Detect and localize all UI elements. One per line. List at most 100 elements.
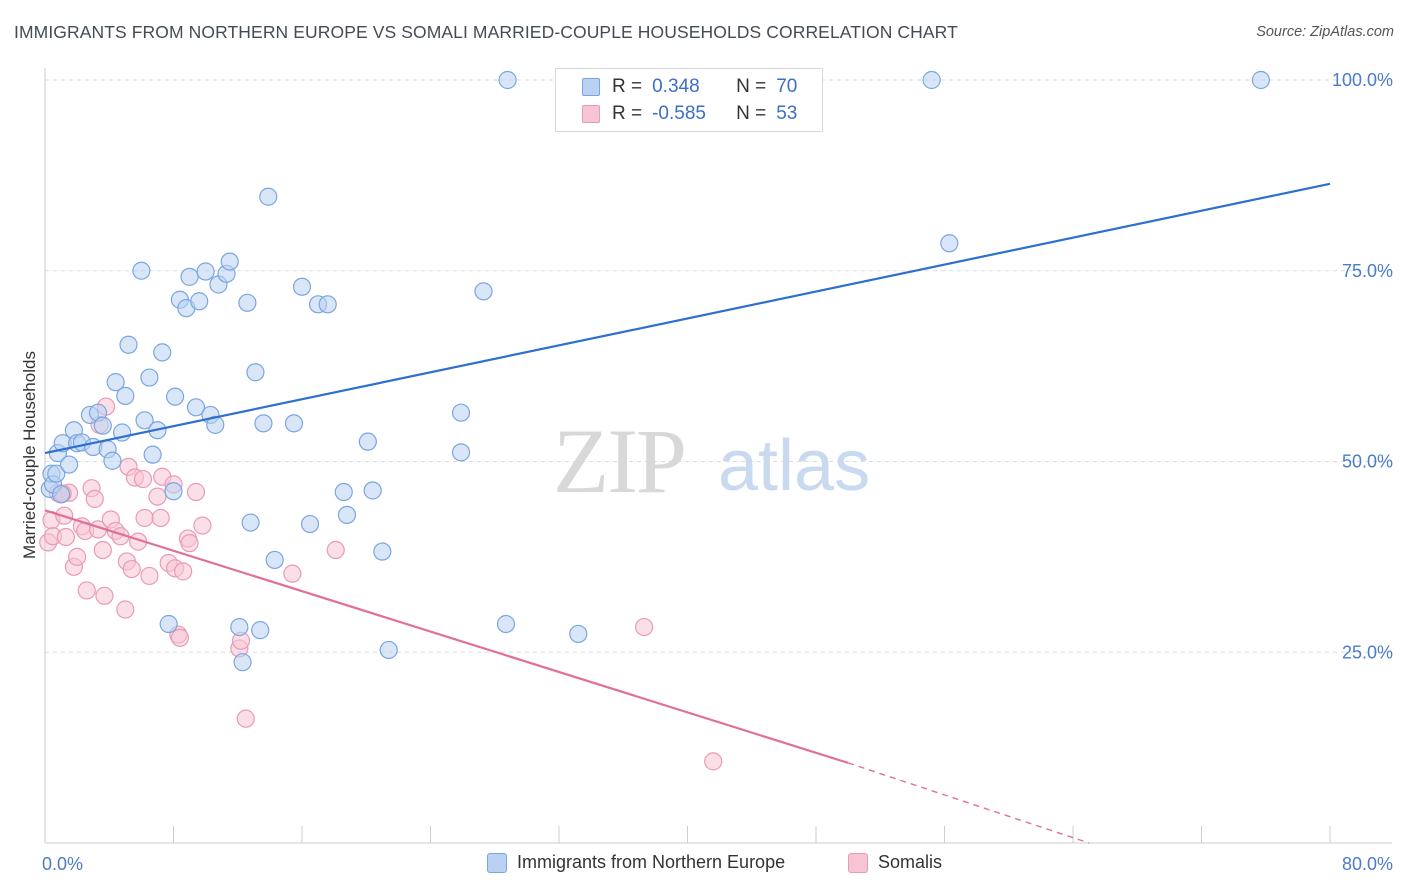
northern-europe-point <box>180 267 199 286</box>
northern-europe-point <box>153 343 172 362</box>
northern-europe-point <box>106 373 125 392</box>
northern-europe-point <box>186 398 206 417</box>
northern-europe-point <box>143 445 162 464</box>
northern-europe-point <box>220 252 239 271</box>
stats-legend: R = 0.348 N = 70 R = -0.585 N = 53 <box>555 68 823 132</box>
somalis-point <box>133 469 153 489</box>
r-value: 0.348 <box>652 76 700 97</box>
northern-europe-point <box>59 455 79 474</box>
northern-europe-point <box>1251 70 1271 90</box>
somalis-point <box>140 566 159 586</box>
northern-europe-point <box>379 640 398 660</box>
northern-europe-point <box>292 277 312 296</box>
northern-europe-point <box>119 335 138 354</box>
n-value: 70 <box>776 76 798 97</box>
northern-europe-point <box>496 614 516 634</box>
northern-europe-point <box>498 70 517 90</box>
northern-europe-point <box>103 451 122 470</box>
northern-europe-point <box>922 70 941 90</box>
somalis-trend-extension <box>847 762 1090 844</box>
somalis-point <box>174 562 193 581</box>
y-tick-label: 25.0% <box>1342 642 1393 662</box>
series-legend: Immigrants from Northern Europe Somalis <box>0 852 1406 876</box>
northern-europe-point <box>474 282 493 301</box>
northern-europe-point <box>159 614 178 634</box>
northern-europe-point <box>93 416 112 435</box>
northern-europe-points <box>40 70 1271 672</box>
somalis-trend-line <box>44 509 849 764</box>
northern-europe-point <box>164 482 183 501</box>
r-label: R = <box>612 103 643 124</box>
tick-labels: 25.0% 50.0% 75.0% 100.0% 0.0% 80.0% <box>42 70 1393 874</box>
somalis-point <box>135 508 154 528</box>
somalis-point <box>68 547 87 566</box>
somalis-point <box>122 559 141 579</box>
northern-europe-point <box>196 262 215 281</box>
northern-europe-point <box>166 387 185 406</box>
y-tick-label: 50.0% <box>1342 452 1393 472</box>
northern-europe-point <box>363 481 382 500</box>
northern-europe-point <box>451 403 471 422</box>
somalis-point <box>170 628 190 647</box>
watermark-atlas: atlas <box>718 426 870 506</box>
northern-europe-point <box>254 414 273 433</box>
somalis-point <box>180 534 199 553</box>
northern-europe-trend-line <box>44 182 1331 455</box>
somalis-point <box>283 564 302 583</box>
axes <box>44 68 1392 844</box>
northern-europe-point <box>132 261 151 280</box>
northern-europe-point <box>284 414 304 433</box>
northern-europe-point <box>318 295 337 314</box>
northern-europe-point <box>300 514 320 534</box>
n-value: 53 <box>776 103 798 124</box>
legend-label: Somalis <box>878 852 943 872</box>
northern-europe-point <box>251 621 270 640</box>
legend-label: Immigrants from Northern Europe <box>517 852 786 872</box>
somalis-point <box>148 487 167 506</box>
northern-europe-point <box>51 485 71 504</box>
source-label: Source: ZipAtlas.com <box>1256 24 1394 40</box>
somalis-point <box>635 617 654 637</box>
legend-item-northern-europe: Immigrants from Northern Europe <box>487 852 785 873</box>
r-label: R = <box>612 76 643 97</box>
r-value: -0.585 <box>652 103 706 124</box>
somalis-point <box>704 752 723 771</box>
somalis-point <box>186 482 206 502</box>
northern-europe-point <box>241 513 260 532</box>
northern-europe-point <box>334 482 353 502</box>
somalis-point <box>151 508 170 528</box>
watermark-zip: ZIP <box>553 410 685 512</box>
y-tick-label: 100.0% <box>1332 70 1393 90</box>
blue-swatch <box>487 852 507 873</box>
trend-lines <box>44 182 1331 844</box>
x-tick-label-min: 0.0% <box>42 854 83 874</box>
northern-europe-point <box>373 542 392 561</box>
northern-europe-point <box>358 432 377 451</box>
northern-europe-point <box>940 234 959 253</box>
northern-europe-point <box>233 653 252 672</box>
somalis-point <box>93 540 112 560</box>
somalis-point <box>95 586 114 605</box>
northern-europe-point <box>265 550 284 570</box>
x-tick-label-max: 80.0% <box>1342 854 1393 874</box>
n-label: N = <box>736 103 767 124</box>
somalis-point <box>116 600 135 619</box>
northern-europe-point <box>246 363 265 382</box>
northern-europe-point <box>259 187 278 206</box>
gridlines <box>45 79 1392 653</box>
northern-europe-point <box>569 624 588 644</box>
somalis-point <box>85 489 104 508</box>
northern-europe-point <box>47 464 66 483</box>
y-tick-label: 75.0% <box>1342 261 1393 281</box>
watermark: ZIP atlas <box>553 410 870 512</box>
northern-europe-point <box>230 617 249 637</box>
northern-europe-point <box>135 411 154 430</box>
somalis-point <box>236 709 255 728</box>
legend-item-somalis: Somalis <box>848 852 942 873</box>
northern-europe-point <box>337 505 357 525</box>
northern-europe-point <box>238 293 257 312</box>
northern-europe-point <box>140 368 159 387</box>
pink-swatch <box>582 105 600 123</box>
legend-row-somalis: R = -0.585 N = 53 <box>582 101 797 127</box>
